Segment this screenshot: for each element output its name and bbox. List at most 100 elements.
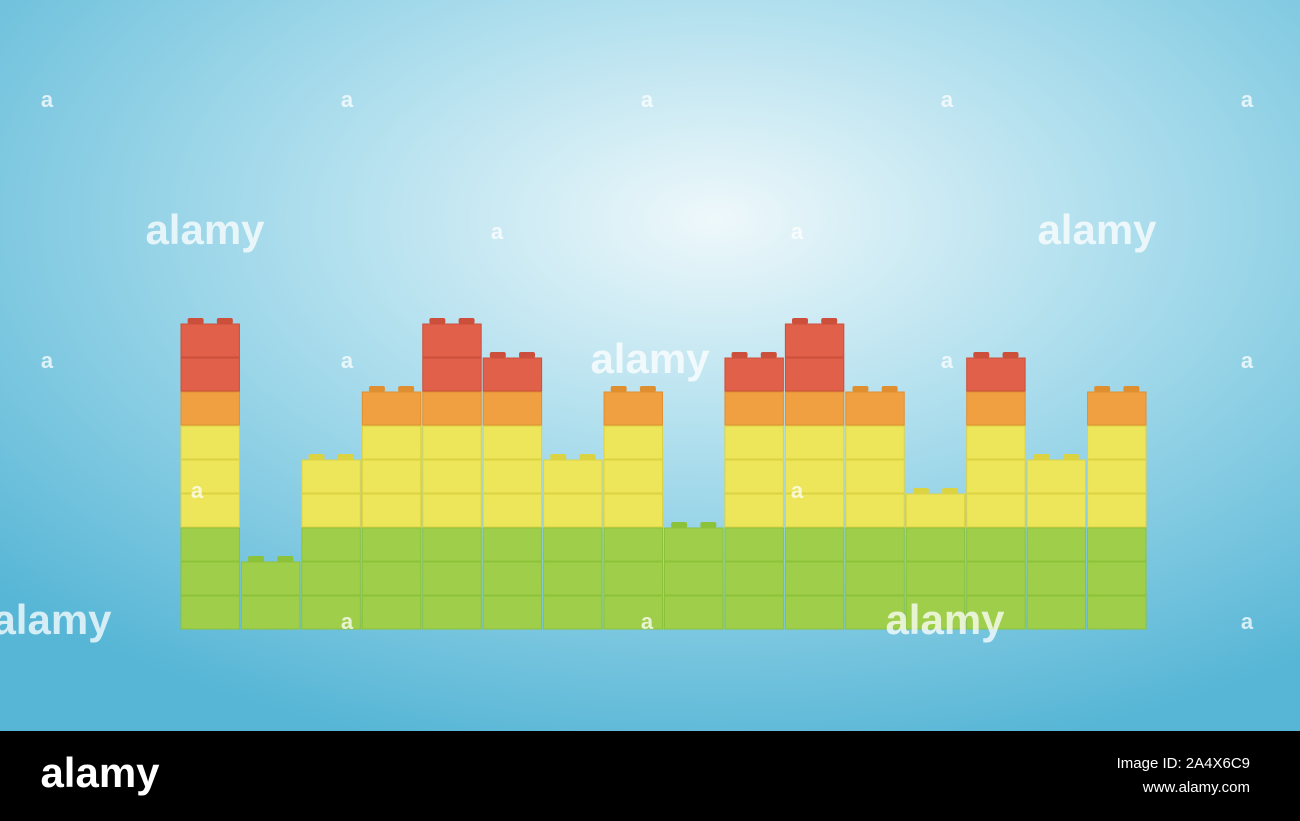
footer-logo: alamy <box>40 749 160 796</box>
brick <box>422 425 482 460</box>
brick <box>966 561 1026 596</box>
brick <box>845 459 905 494</box>
brick-stud <box>942 488 959 494</box>
brick <box>784 425 845 460</box>
brick <box>966 459 1026 494</box>
watermark: a <box>1241 87 1254 112</box>
brick <box>543 493 603 528</box>
brick <box>966 425 1026 460</box>
brick <box>1026 561 1087 596</box>
brick <box>180 595 240 630</box>
brick <box>422 459 482 494</box>
brick <box>845 493 905 528</box>
brick-stud <box>1123 386 1140 392</box>
brick <box>724 493 784 528</box>
brick <box>1026 595 1087 630</box>
brick <box>543 527 603 562</box>
brick <box>784 323 845 358</box>
brick <box>361 459 422 494</box>
brick <box>482 493 543 528</box>
brick <box>482 561 543 596</box>
brick <box>724 595 784 630</box>
brick <box>361 391 422 426</box>
brick <box>180 357 240 392</box>
brick-stud <box>308 454 325 460</box>
brick-stud <box>519 352 536 358</box>
brick-stud <box>1094 386 1111 392</box>
brick <box>361 595 422 630</box>
brick <box>784 595 845 630</box>
watermark: a <box>641 87 654 112</box>
brick <box>301 595 361 630</box>
brick <box>361 527 422 562</box>
brick <box>966 391 1026 426</box>
brick-stud <box>791 318 808 324</box>
brick <box>482 357 543 392</box>
brick <box>966 595 1026 630</box>
watermark: alamy <box>1037 206 1157 253</box>
brick <box>1026 459 1087 494</box>
brick-stud <box>458 318 475 324</box>
watermark: alamy <box>145 206 265 253</box>
brick <box>180 323 240 358</box>
brick-stud <box>760 352 777 358</box>
watermark: alamy <box>0 596 112 643</box>
brick-column <box>1026 454 1087 630</box>
brick-column <box>1087 386 1147 630</box>
brick <box>603 493 663 528</box>
brick <box>603 561 663 596</box>
brick <box>905 561 966 596</box>
brick <box>603 425 663 460</box>
brick <box>482 595 543 630</box>
brick-column <box>301 454 361 630</box>
watermark: a <box>791 219 804 244</box>
brick <box>361 493 422 528</box>
watermark: a <box>341 348 354 373</box>
footer-url: www.alamy.com <box>1142 779 1250 796</box>
brick <box>1087 493 1147 528</box>
brick-stud <box>429 318 446 324</box>
brick <box>905 493 966 528</box>
brick-stud <box>639 386 656 392</box>
brick <box>966 527 1026 562</box>
watermark: a <box>791 478 804 503</box>
brick <box>301 561 361 596</box>
footer-bar <box>0 731 1300 821</box>
brick <box>422 323 482 358</box>
brick-stud <box>610 386 627 392</box>
brick <box>845 391 905 426</box>
watermark: alamy <box>590 335 710 382</box>
brick-column <box>724 352 784 630</box>
brick <box>845 595 905 630</box>
brick-stud <box>1002 352 1019 358</box>
brick <box>482 425 543 460</box>
watermark: alamy <box>885 596 1005 643</box>
brick <box>724 391 784 426</box>
brick <box>1087 595 1147 630</box>
brick-column <box>482 352 543 630</box>
brick <box>784 561 845 596</box>
brick <box>1087 459 1147 494</box>
brick <box>724 357 784 392</box>
brick <box>422 493 482 528</box>
brick <box>664 527 724 562</box>
brick-stud <box>368 386 385 392</box>
brick <box>724 527 784 562</box>
brick <box>180 561 240 596</box>
brick-stud <box>489 352 506 358</box>
brick <box>422 357 482 392</box>
brick <box>180 527 240 562</box>
brick-column <box>784 318 845 630</box>
brick-stud <box>881 386 898 392</box>
brick-stud <box>1062 454 1079 460</box>
watermark: a <box>491 219 504 244</box>
watermark: a <box>41 348 54 373</box>
watermark: a <box>191 478 204 503</box>
brick <box>1087 527 1147 562</box>
brick <box>543 595 603 630</box>
brick <box>301 493 361 528</box>
brick-column <box>543 454 603 630</box>
brick <box>603 459 663 494</box>
